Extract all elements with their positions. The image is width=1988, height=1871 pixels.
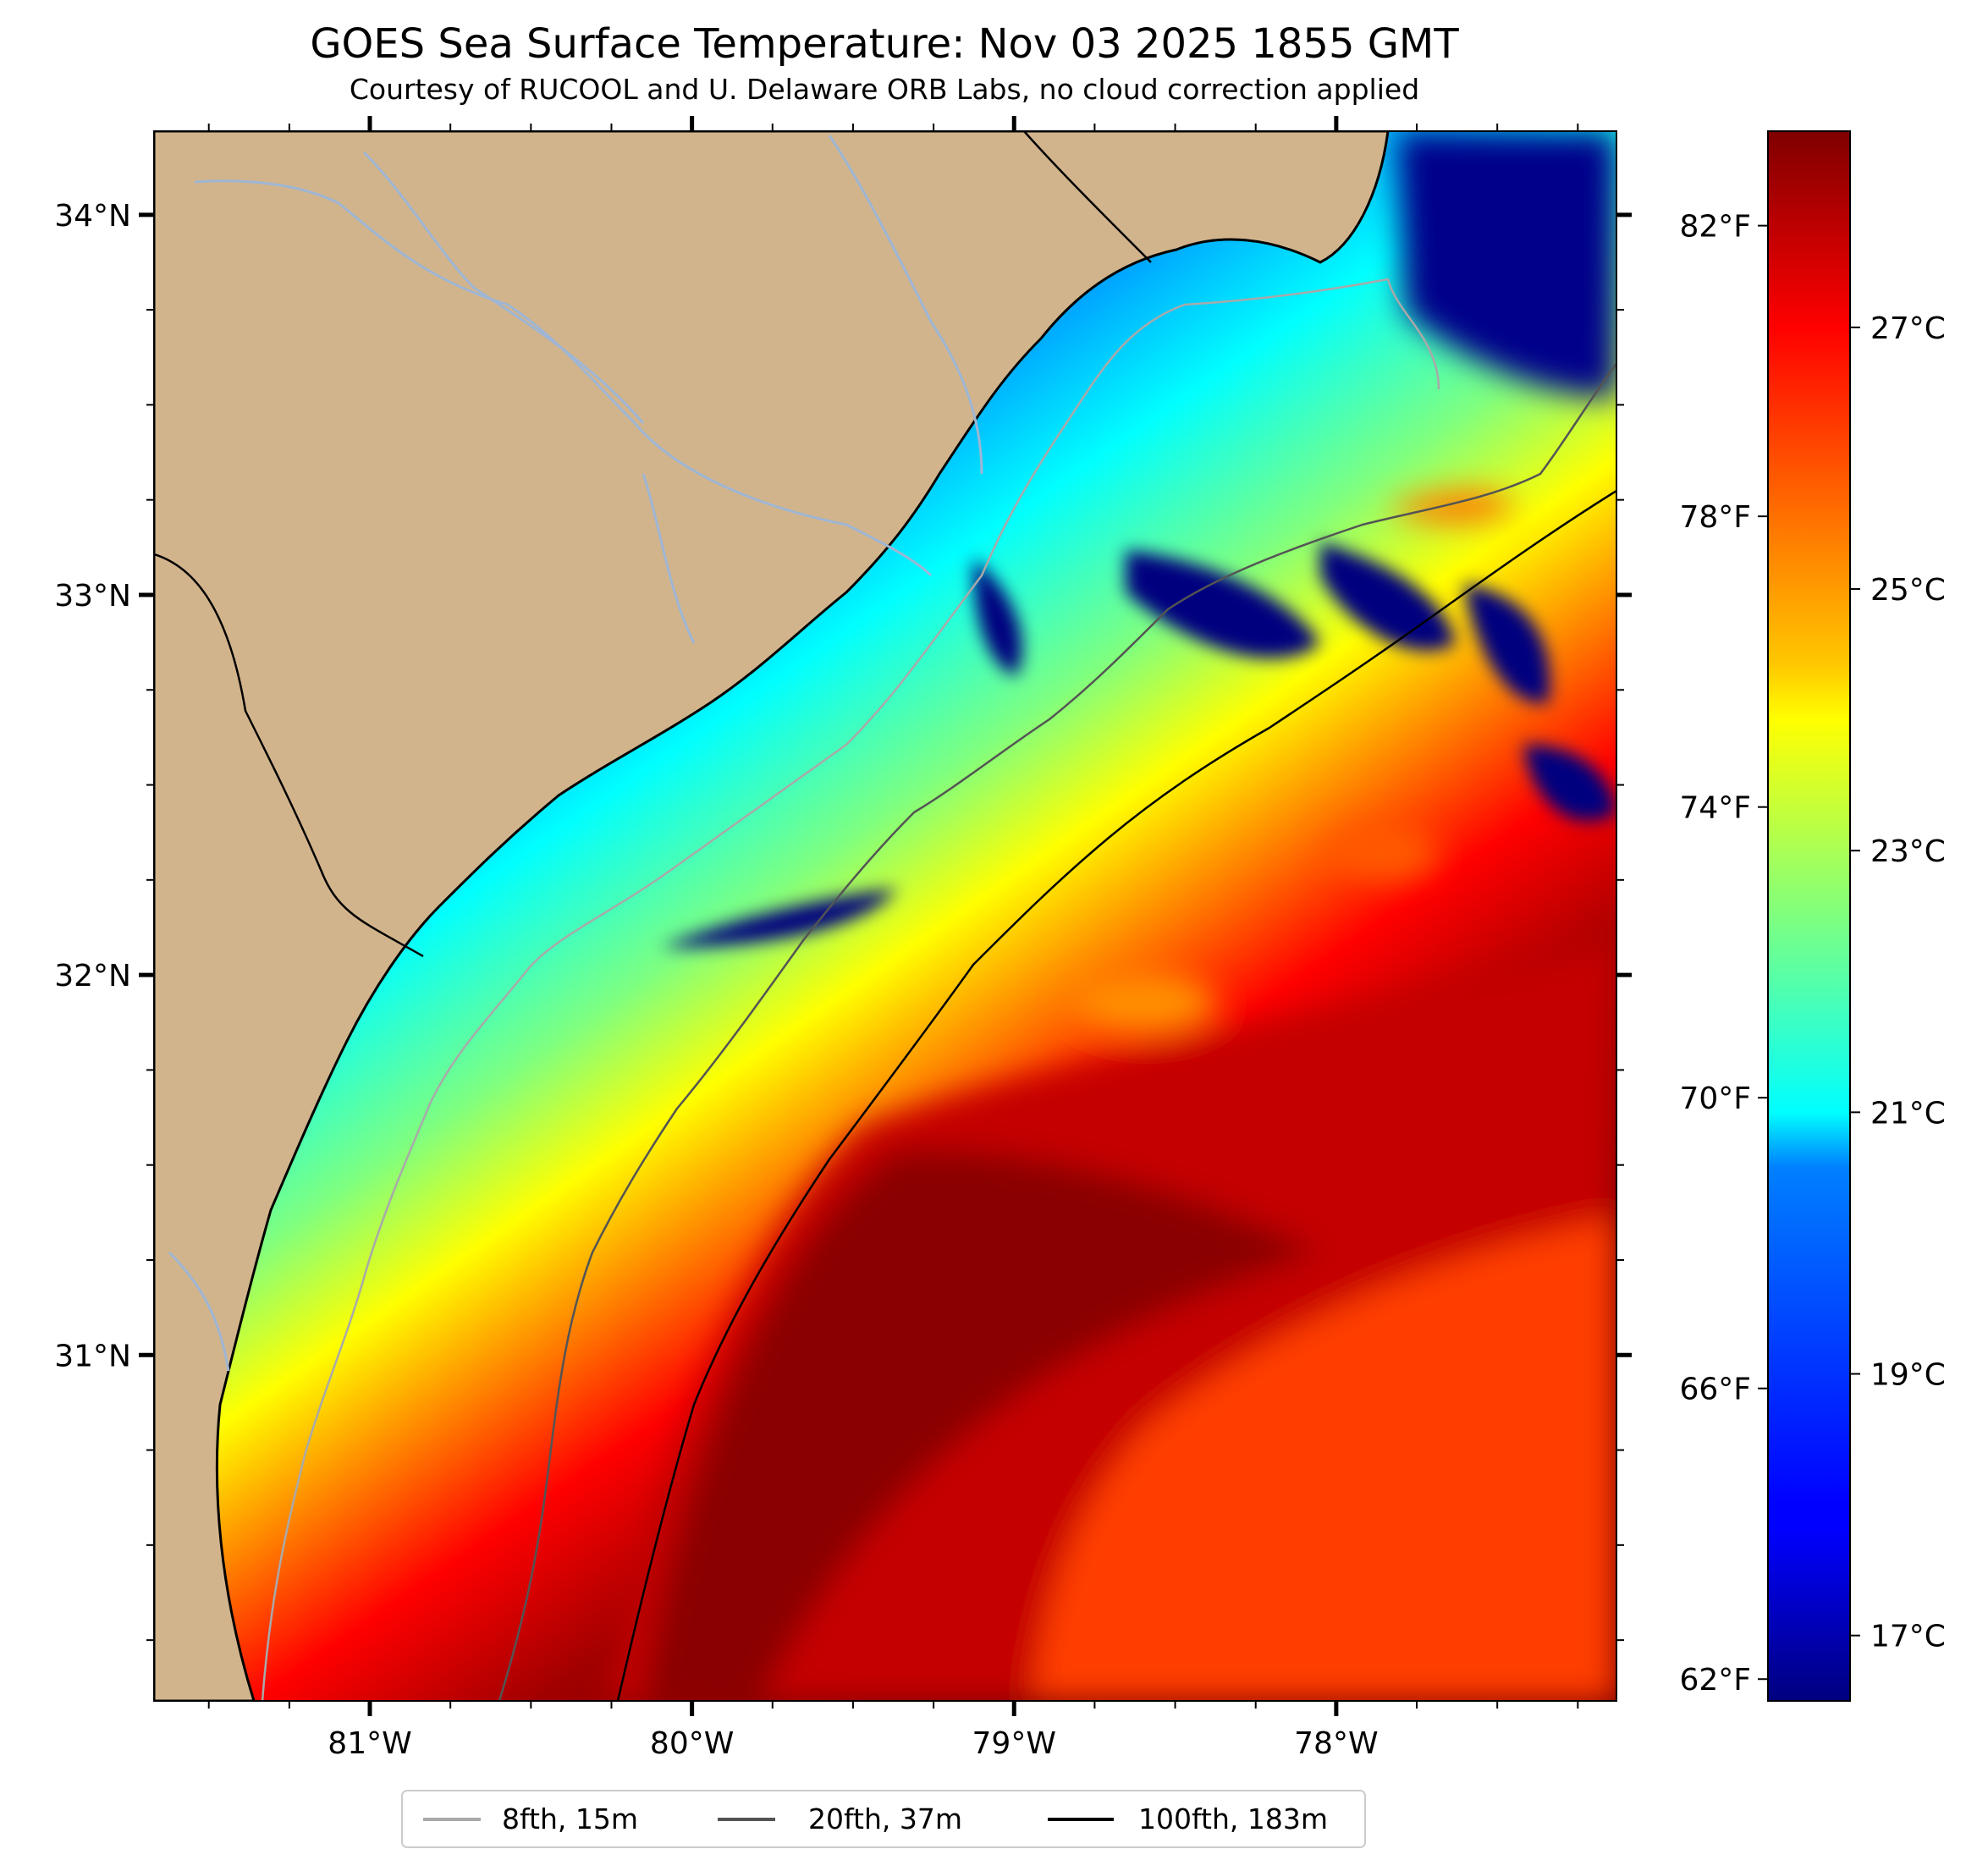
fahrenheit-tick-label: 74°F: [1679, 791, 1751, 826]
fahrenheit-tick-label: 78°F: [1679, 500, 1751, 535]
figure-subtitle: Courtesy of RUCOOL and U. Delaware ORB L…: [350, 73, 1419, 106]
legend-box: [401, 1790, 1366, 1848]
celsius-tick-label: 23°C: [1870, 834, 1946, 869]
colorbar-ticks: 17°C 19°C 21°C 23°C 25°C 27°C 62°F 66°F 70°F 74°F…: [1679, 210, 1945, 1698]
fahrenheit-tick-label: 66°F: [1679, 1373, 1751, 1407]
celsius-tick-label: 19°C: [1870, 1358, 1946, 1393]
cold-filament-5: [660, 889, 897, 948]
legend-label-100fth: 100fth, 183m: [1138, 1802, 1328, 1835]
cold-filament-6: [973, 559, 1022, 677]
fahrenheit-tick-label: 62°F: [1679, 1663, 1751, 1698]
figure-title: GOES Sea Surface Temperature: Nov 03 202…: [310, 20, 1459, 68]
lon-tick-label: 80°W: [650, 1726, 734, 1761]
celsius-tick-label: 21°C: [1870, 1096, 1946, 1131]
map-ticks: 81°W 80°W 79°W 78°W 34°N 33°N 32°N 31°N: [54, 116, 1632, 1761]
warm-patch-ne: [1388, 490, 1515, 524]
cold-filament-3: [1464, 584, 1550, 703]
isobath-legend: 8fth, 15m 20fth, 37m 100fth, 183m: [401, 1790, 1366, 1848]
map-panel: [154, 131, 1616, 1701]
warm-eddy-orange: [1033, 1219, 1616, 1701]
state-border: [154, 553, 424, 958]
lat-tick-label: 31°N: [54, 1339, 131, 1373]
isobath-20fth: [498, 363, 1616, 1701]
lon-tick-label: 81°W: [328, 1726, 411, 1761]
warm-patch-mid: [1066, 974, 1219, 1032]
legend-label-20fth: 20fth, 37m: [808, 1802, 962, 1835]
celsius-tick-label: 25°C: [1870, 573, 1946, 608]
celsius-tick-label: 27°C: [1870, 311, 1946, 346]
cold-filament-1: [1126, 550, 1320, 658]
lat-tick-label: 32°N: [54, 959, 131, 993]
isobath-8fth: [261, 278, 1440, 1701]
land-mass: [154, 131, 1390, 1701]
fahrenheit-tick-label: 70°F: [1679, 1081, 1751, 1116]
colorbar: [1767, 130, 1851, 1702]
gulf-stream-core: [643, 1149, 1320, 1701]
fahrenheit-tick-label: 82°F: [1679, 210, 1751, 245]
lon-tick-label: 79°W: [972, 1726, 1056, 1761]
warm-patch-east: [1320, 824, 1439, 879]
isobath-100fth: [616, 489, 1616, 1701]
cold-ne-corner: [1396, 131, 1616, 398]
rivers: [168, 135, 983, 1372]
map-frame: [153, 130, 1617, 1702]
lon-tick-label: 78°W: [1294, 1726, 1378, 1761]
cold-filament-4: [1523, 745, 1616, 822]
lat-tick-label: 33°N: [54, 579, 131, 614]
lat-tick-label: 34°N: [54, 199, 131, 234]
celsius-tick-label: 17°C: [1870, 1620, 1946, 1654]
state-border-north: [1023, 131, 1152, 263]
legend-label-8fth: 8fth, 15m: [502, 1802, 638, 1835]
